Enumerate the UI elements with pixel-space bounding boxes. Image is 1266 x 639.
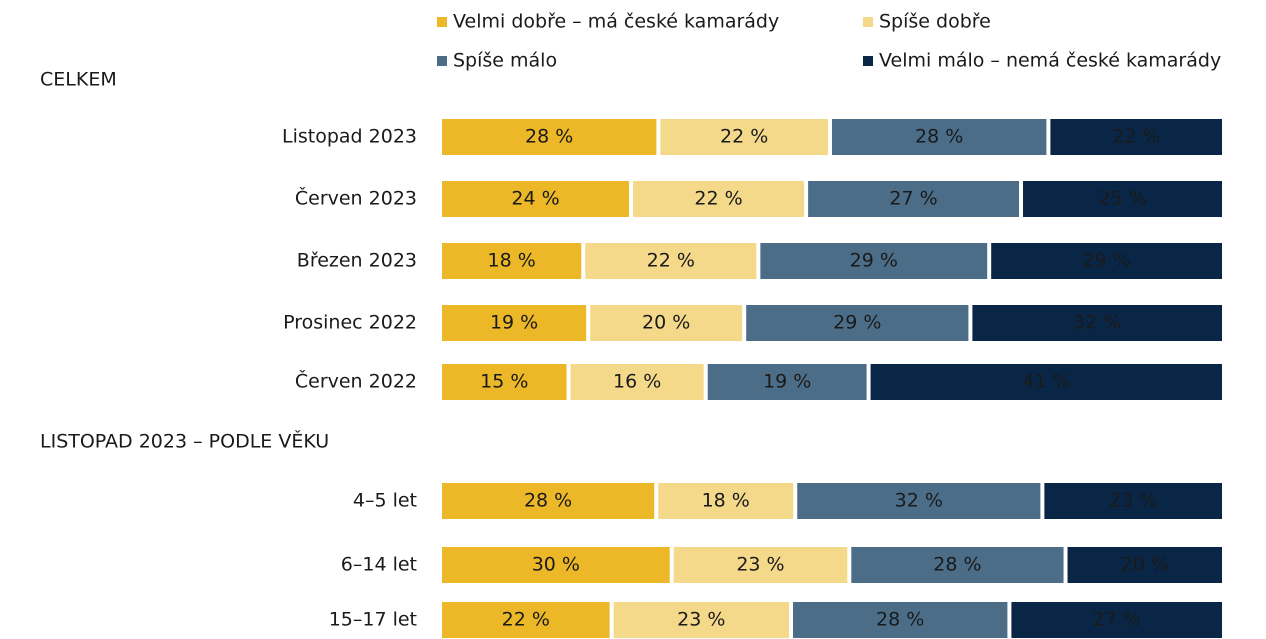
category-label: Listopad 2023 — [282, 126, 417, 148]
bar-segment — [1050, 119, 1222, 155]
bar-segment — [707, 364, 867, 400]
value-label: 15 % — [480, 371, 528, 393]
value-label: 29 % — [833, 312, 881, 334]
category-label: Prosinec 2022 — [283, 312, 417, 334]
category-label: Červen 2023 — [295, 186, 417, 210]
legend-swatch — [437, 17, 447, 27]
legend-swatch — [863, 17, 873, 27]
bar-segment — [870, 364, 1222, 400]
value-label: 22 % — [720, 126, 768, 148]
bar-segment — [972, 305, 1222, 341]
legend-label: Spíše dobře — [879, 11, 991, 33]
value-label: 23 % — [736, 554, 784, 576]
legend-swatch — [863, 56, 873, 66]
value-label: 32 % — [1073, 312, 1121, 334]
value-label: 16 % — [613, 371, 661, 393]
value-label: 27 % — [1093, 609, 1141, 631]
value-label: 28 % — [915, 126, 963, 148]
value-label: 20 % — [642, 312, 690, 334]
value-label: 23 % — [1109, 490, 1157, 512]
bar-segment — [442, 364, 567, 400]
value-label: 29 % — [1082, 250, 1130, 272]
legend-label: Velmi dobře – má české kamarády — [453, 11, 779, 33]
value-label: 24 % — [511, 188, 559, 210]
bar-segment — [442, 602, 610, 638]
bar-segment — [991, 243, 1222, 279]
bar-segment — [793, 602, 1008, 638]
bar-segment — [442, 483, 655, 519]
legend-swatch — [437, 56, 447, 66]
bar-segment — [746, 305, 969, 341]
bar-segment — [613, 602, 789, 638]
bar-segment — [1023, 181, 1222, 217]
bar-segment — [808, 181, 1020, 217]
value-label: 18 % — [487, 250, 535, 272]
bar-segment — [570, 364, 704, 400]
value-label: 18 % — [702, 490, 750, 512]
bar-segment — [832, 119, 1047, 155]
value-label: 41 % — [1022, 371, 1070, 393]
bar-segment — [658, 483, 794, 519]
value-label: 19 % — [490, 312, 538, 334]
category-label: 6–14 let — [341, 554, 417, 576]
bar-segment — [442, 305, 587, 341]
value-label: 32 % — [895, 490, 943, 512]
value-label: 25 % — [1098, 188, 1146, 210]
bar-segment — [442, 119, 657, 155]
category-label: 15–17 let — [329, 609, 417, 631]
bar-segment — [1067, 547, 1222, 583]
bar-segment — [442, 547, 670, 583]
bar-segment — [633, 181, 805, 217]
value-label: 28 % — [524, 490, 572, 512]
value-label: 30 % — [532, 554, 580, 576]
value-label: 28 % — [525, 126, 573, 148]
value-label: 22 % — [1112, 126, 1160, 148]
legend-label: Velmi málo – nemá české kamarády — [879, 50, 1221, 72]
bar-segment — [442, 243, 582, 279]
bar-segment — [673, 547, 848, 583]
section-title: CELKEM — [40, 69, 117, 91]
category-label: 4–5 let — [353, 490, 417, 512]
bar-segment — [1044, 483, 1222, 519]
bar-segment — [797, 483, 1041, 519]
category-label: Červen 2022 — [295, 369, 417, 393]
value-label: 19 % — [763, 371, 811, 393]
value-label: 22 % — [647, 250, 695, 272]
value-label: 28 % — [876, 609, 924, 631]
bar-segment — [760, 243, 988, 279]
value-label: 20 % — [1121, 554, 1169, 576]
value-label: 28 % — [933, 554, 981, 576]
value-label: 23 % — [677, 609, 725, 631]
value-label: 27 % — [889, 188, 937, 210]
section-title: LISTOPAD 2023 – PODLE VĚKU — [40, 430, 329, 453]
bar-segment — [1011, 602, 1222, 638]
bar-segment — [660, 119, 828, 155]
value-label: 22 % — [694, 188, 742, 210]
bar-segment — [851, 547, 1064, 583]
value-label: 22 % — [502, 609, 550, 631]
category-label: Březen 2023 — [297, 250, 417, 272]
legend-label: Spíše málo — [453, 50, 557, 72]
bar-segment — [442, 181, 630, 217]
bar-segment — [590, 305, 743, 341]
bar-segment — [585, 243, 757, 279]
value-label: 29 % — [850, 250, 898, 272]
